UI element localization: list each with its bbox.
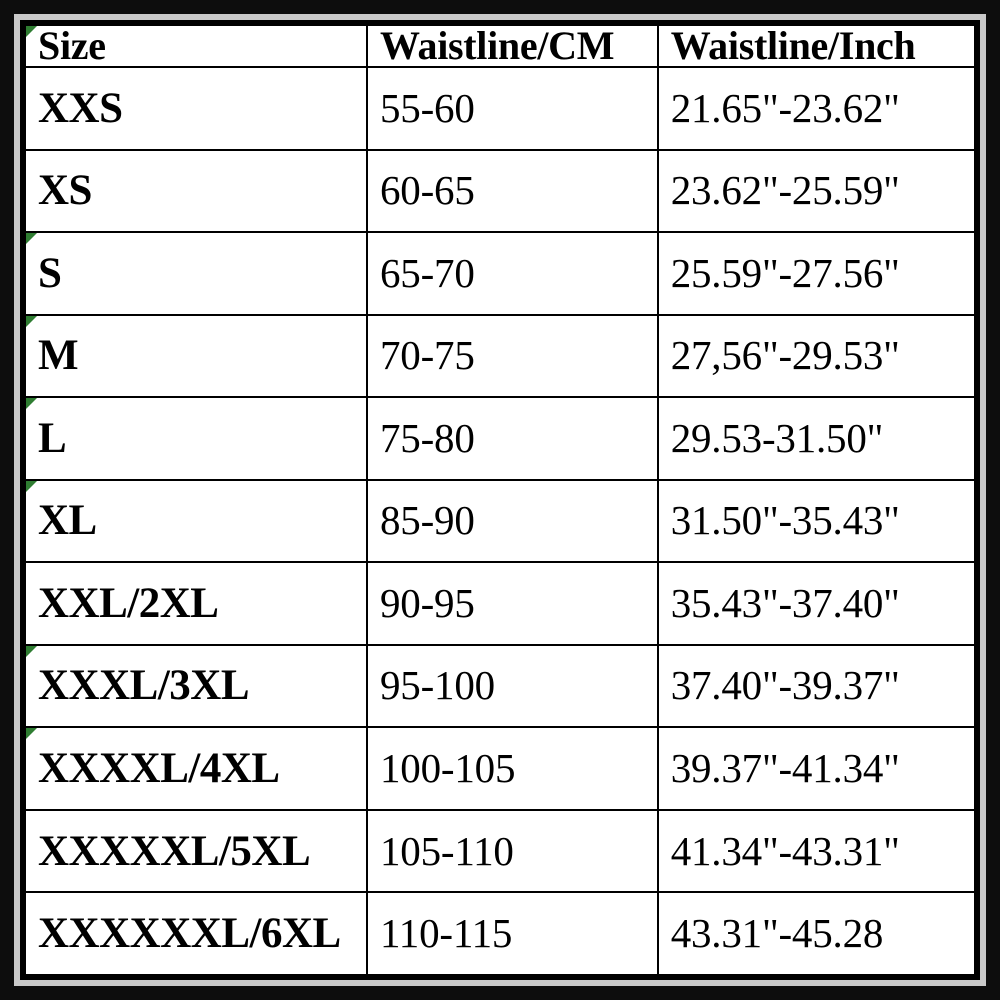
waistline-cm-value: 60-65: [366, 148, 659, 234]
waistline-inch-value: 21.65"-23.62": [656, 66, 976, 151]
waistline-inch-value: 25.59"-27.56": [656, 231, 976, 316]
waistline-cm-value: 65-70: [366, 231, 659, 316]
table-row: XXXL/3XL 95-100 37.40"-39.37": [24, 643, 976, 729]
table-row: XL 85-90 31.50"-35.43": [24, 478, 976, 564]
comment-flag-icon: [26, 315, 37, 327]
size-value: XXXXL/4XL: [24, 726, 368, 811]
table-row: S 65-70 25.59"-27.56": [24, 231, 976, 316]
waistline-cm-value: 55-60: [366, 66, 659, 151]
table-row: XXXXXL/5XL 105-110 41.34"-43.31": [24, 808, 976, 894]
waistline-inch-value: 41.34"-43.31": [656, 808, 976, 894]
size-value: XXXXXXL/6XL: [24, 891, 368, 976]
waistline-inch-value: 29.53-31.50": [656, 396, 976, 481]
table-header: Size Waistline/CM Waistline/Inch: [24, 24, 976, 68]
waistline-inch-value: 35.43"-37.40": [656, 561, 976, 646]
size-value: XS: [24, 148, 368, 234]
table-row: XXXXL/4XL 100-105 39.37"-41.34": [24, 726, 976, 811]
comment-flag-icon: [26, 233, 37, 245]
size-chart-sheet: Size Waistline/CM Waistline/Inch XXS 55-…: [20, 20, 980, 980]
column-header-size: Size: [24, 24, 368, 68]
header-row: Size Waistline/CM Waistline/Inch: [24, 24, 976, 68]
column-header-waistline-cm: Waistline/CM: [366, 24, 659, 68]
size-chart-table: Size Waistline/CM Waistline/Inch XXS 55-…: [24, 24, 976, 976]
table-row: L 75-80 29.53-31.50": [24, 396, 976, 481]
waistline-inch-value: 39.37"-41.34": [656, 726, 976, 811]
table-row: XXS 55-60 21.65"-23.62": [24, 66, 976, 151]
table-row: XXXXXXL/6XL 110-115 43.31"-45.28: [24, 891, 976, 976]
waistline-cm-value: 95-100: [366, 643, 659, 729]
size-value: L: [24, 396, 368, 481]
waistline-inch-value: 43.31"-45.28: [656, 891, 976, 976]
waistline-inch-value: 27,56"-29.53": [656, 313, 976, 399]
waistline-cm-value: 75-80: [366, 396, 659, 481]
waistline-inch-value: 31.50"-35.43": [656, 478, 976, 564]
comment-flag-icon: [26, 645, 37, 657]
size-value: XL: [24, 478, 368, 564]
waistline-cm-value: 85-90: [366, 478, 659, 564]
comment-flag-icon: [26, 26, 37, 37]
size-value: S: [24, 231, 368, 316]
size-value: M: [24, 313, 368, 399]
size-value: XXXXXL/5XL: [24, 808, 368, 894]
waistline-inch-value: 37.40"-39.37": [656, 643, 976, 729]
comment-flag-icon: [26, 398, 37, 410]
size-value: XXS: [24, 66, 368, 151]
table-row: XS 60-65 23.62"-25.59": [24, 148, 976, 234]
waistline-cm-value: 70-75: [366, 313, 659, 399]
column-header-waistline-inch: Waistline/Inch: [656, 24, 976, 68]
waistline-cm-value: 100-105: [366, 726, 659, 811]
size-value: XXL/2XL: [24, 561, 368, 646]
table-row: M 70-75 27,56"-29.53": [24, 313, 976, 399]
table-body: XXS 55-60 21.65"-23.62" XS 60-65 23.62"-…: [24, 66, 976, 976]
comment-flag-icon: [26, 480, 37, 492]
waistline-cm-value: 90-95: [366, 561, 659, 646]
waistline-inch-value: 23.62"-25.59": [656, 148, 976, 234]
size-value: XXXL/3XL: [24, 643, 368, 729]
table-row: XXL/2XL 90-95 35.43"-37.40": [24, 561, 976, 646]
waistline-cm-value: 105-110: [366, 808, 659, 894]
comment-flag-icon: [26, 728, 37, 740]
waistline-cm-value: 110-115: [366, 891, 659, 976]
